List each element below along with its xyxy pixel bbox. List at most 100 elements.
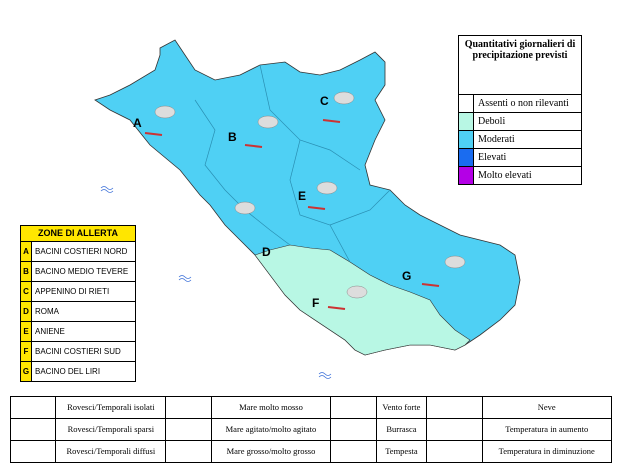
symbol-icon [11, 419, 57, 440]
zone-row: F BACINI COSTIERI SUD [21, 342, 135, 362]
zone-label: G [402, 269, 411, 283]
legend-row: Assenti o non rilevanti [459, 95, 581, 113]
symbol-icon [331, 419, 377, 440]
zone-row: D ROMA [21, 302, 135, 322]
wind-icon [327, 306, 346, 310]
cloud-icon [257, 115, 279, 129]
zone-name: BACINO DEL LIRI [35, 367, 101, 376]
legend-row: Elevati [459, 149, 581, 167]
symbols-row: Rovesci/Temporali sparsi Mare agitato/mol… [11, 419, 611, 441]
zones-title: ZONE DI ALLERTA [21, 226, 135, 242]
wind-icon [421, 283, 440, 287]
zone-row: E ANIENE [21, 322, 135, 342]
zone-label: D [262, 245, 271, 259]
legend-swatch [459, 131, 474, 148]
symbol-label: Temperatura in aumento [505, 424, 589, 434]
precipitation-legend: Quantitativi giornalieri di precipitazio… [458, 35, 582, 185]
symbol-label: Tempesta [377, 441, 428, 462]
symbol-icon [11, 441, 57, 462]
zone-code: F [21, 342, 32, 361]
zone-name: APPENINO DI RIETI [35, 287, 110, 296]
symbol-label: Rovesci/Temporali sparsi [56, 419, 167, 440]
zone-label: C [320, 94, 329, 108]
legend-label: Elevati [478, 152, 507, 163]
cloud-icon [444, 255, 466, 269]
zone-name: ROMA [35, 307, 59, 316]
symbol-label: Rovesci/Temporali isolati [56, 397, 167, 418]
sea-icon [318, 372, 332, 379]
symbol-label: Mare molto mosso [212, 397, 332, 418]
legend-row: Deboli [459, 113, 581, 131]
symbol-icon [427, 419, 483, 440]
symbols-row: Rovesci/Temporali isolati Mare molto moss… [11, 397, 611, 419]
symbol-icon [427, 441, 483, 462]
zone-name: ANIENE [35, 327, 65, 336]
map: A B C D E F G [94, 39, 521, 379]
zone-border [329, 189, 391, 226]
zone-code: B [21, 262, 32, 281]
zone-label: E [298, 189, 306, 203]
zone-name: BACINI COSTIERI NORD [35, 247, 128, 256]
cloud-icon [333, 91, 355, 105]
symbol-label: Vento forte [377, 397, 428, 418]
symbol-icon [427, 397, 483, 418]
legend-swatch [459, 149, 474, 166]
zone-code: G [21, 362, 32, 381]
zone-row: G BACINO DEL LIRI [21, 362, 135, 381]
legend-label: Moderati [478, 134, 515, 145]
symbol-icon [331, 441, 377, 462]
legend-swatch [459, 95, 474, 112]
symbol-label: Burrasca [377, 419, 428, 440]
zone-name: BACINO MEDIO TEVERE [35, 267, 129, 276]
sea-icons [100, 186, 332, 379]
wind-icon [322, 119, 341, 123]
sea-icon [100, 186, 114, 193]
weather-icons [154, 91, 466, 299]
symbol-icon [11, 397, 57, 418]
zone-row: B BACINO MEDIO TEVERE [21, 262, 135, 282]
symbol-label: Temperatura in diminuzione [498, 446, 595, 456]
zone-row: C APPENINO DI RIETI [21, 282, 135, 302]
zone-labels: A B C D E F G [133, 94, 411, 310]
zone-borders [194, 64, 391, 263]
symbol-icon [166, 419, 212, 440]
zone-label: B [228, 130, 237, 144]
region-zone-f [254, 244, 471, 356]
legend-swatch [459, 113, 474, 130]
cloud-icon [154, 105, 176, 119]
symbol-icon [166, 441, 212, 462]
symbols-row: Rovesci/Temporali diffusi Mare grosso/mol… [11, 441, 611, 462]
legend-label: Molto elevati [478, 170, 532, 181]
wind-icon [144, 132, 163, 136]
zone-code: A [21, 242, 32, 261]
legend-label: Assenti o non rilevanti [478, 98, 569, 109]
cloud-icon [316, 181, 338, 195]
symbol-icon [166, 397, 212, 418]
zone-border [194, 99, 291, 246]
wind-icon [307, 206, 326, 210]
region-lazio [94, 39, 521, 356]
cloud-icon [234, 201, 256, 215]
symbol-label: Mare grosso/molto grosso [212, 441, 332, 462]
symbol-label: Neve [537, 402, 556, 412]
wind-icon [244, 144, 263, 148]
zone-code: E [21, 322, 32, 341]
legend-title: Quantitativi giornalieri di precipitazio… [459, 36, 581, 95]
zone-name: BACINI COSTIERI SUD [35, 347, 121, 356]
zone-code: D [21, 302, 32, 321]
zone-label: F [312, 296, 319, 310]
zone-label: A [133, 116, 142, 130]
symbol-label: Mare agitato/molto agitato [212, 419, 332, 440]
legend-row: Moderati [459, 131, 581, 149]
zone-border [289, 139, 351, 263]
wind-icons [144, 119, 440, 310]
symbol-label: Rovesci/Temporali diffusi [56, 441, 167, 462]
sea-icon [178, 275, 192, 282]
symbols-legend: Rovesci/Temporali isolati Mare molto moss… [10, 396, 612, 463]
zone-row: A BACINI COSTIERI NORD [21, 242, 135, 262]
legend-swatch [459, 167, 474, 184]
legend-label: Deboli [478, 116, 506, 127]
zone-code: C [21, 282, 32, 301]
legend-row: Molto elevati [459, 167, 581, 184]
